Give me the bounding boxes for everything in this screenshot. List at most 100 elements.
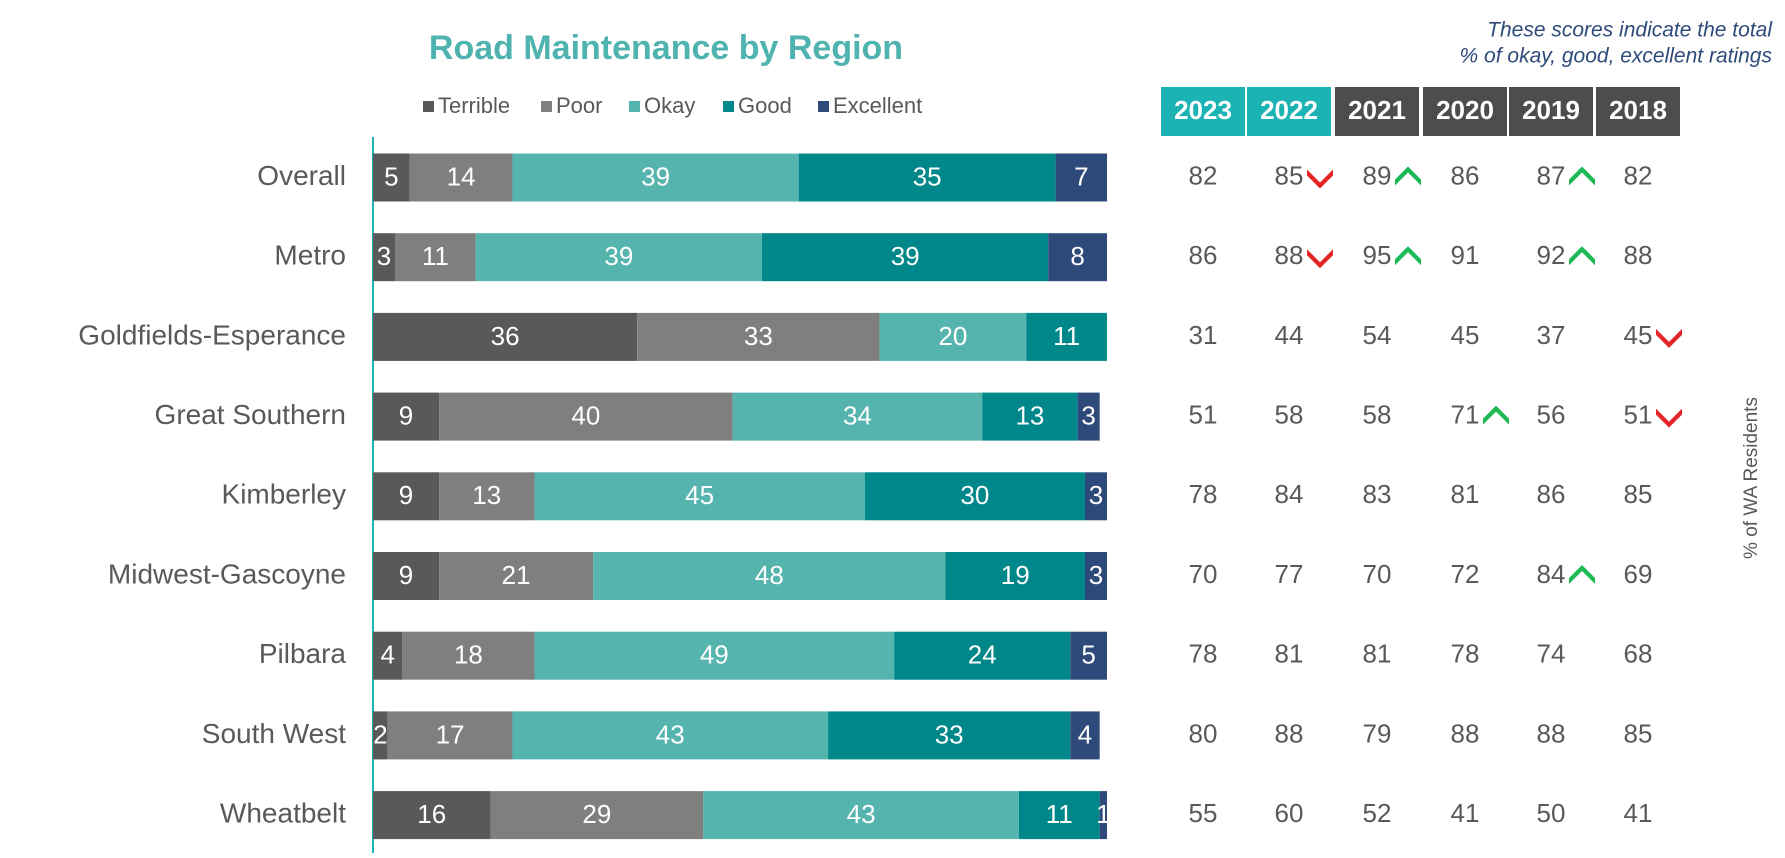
bar-segment: [945, 552, 1085, 600]
table-header: 2021: [1348, 95, 1406, 125]
bar-segment: [373, 631, 403, 680]
data-label: 8: [1070, 241, 1084, 271]
bar-segment: [798, 153, 1056, 202]
data-label: 39: [604, 241, 633, 271]
table-cell: 41: [1624, 798, 1653, 828]
bar-segment: [637, 312, 880, 361]
table-cell: 58: [1363, 399, 1392, 429]
table-cell: 85: [1624, 718, 1653, 748]
side-label: % of WA Residents: [1741, 397, 1762, 559]
table-cell: 88: [1624, 240, 1653, 270]
bar-segment: [512, 711, 829, 760]
bar-segment: [864, 472, 1085, 521]
bar-segment: [1018, 791, 1100, 840]
legend-label: Okay: [644, 93, 695, 118]
legend-label: Good: [738, 93, 792, 118]
data-label: 4: [380, 640, 394, 670]
bar-segment: [1077, 392, 1100, 441]
table-header: 2020: [1436, 95, 1494, 125]
table-cell: 86: [1451, 160, 1480, 190]
table-cell: 44: [1275, 320, 1304, 350]
data-label: 13: [472, 480, 501, 510]
table-cell: 77: [1275, 559, 1304, 589]
trend-arrow: [1307, 249, 1333, 269]
y-tick-label: Great Southern: [155, 399, 346, 430]
data-label: 3: [1089, 560, 1103, 590]
data-label: 34: [843, 400, 872, 430]
legend-label: Excellent: [833, 93, 922, 118]
bar-segment: [703, 791, 1019, 840]
data-label: 13: [1015, 400, 1044, 430]
table-cell: 86: [1537, 479, 1566, 509]
data-label: 9: [399, 400, 413, 430]
y-tick-label: Pilbara: [259, 638, 347, 669]
data-label: 14: [447, 161, 476, 191]
table-cell: 72: [1451, 559, 1480, 589]
bar-segment: [828, 711, 1071, 760]
table-cell: 51: [1624, 399, 1653, 429]
data-label: 39: [891, 241, 920, 271]
table-header-cell: [1245, 85, 1333, 138]
y-tick-label: Goldfields-Esperance: [78, 319, 346, 350]
data-label: 19: [1001, 560, 1030, 590]
legend-swatch: [629, 101, 640, 112]
y-tick-label: Metro: [274, 240, 346, 271]
bar-segment: [490, 791, 704, 840]
trend-arrow: [1395, 166, 1421, 186]
table-cell: 80: [1189, 718, 1218, 748]
trend-arrow: [1569, 565, 1595, 584]
data-label: 33: [935, 719, 964, 749]
y-tick-label: South West: [202, 718, 346, 749]
table-cell: 83: [1363, 479, 1392, 509]
table-cell: 88: [1537, 718, 1566, 748]
table-cell: 81: [1451, 479, 1480, 509]
trend-arrow: [1569, 246, 1595, 266]
table-header: 2019: [1522, 95, 1580, 125]
table-cell: 78: [1451, 639, 1480, 669]
table-cell: 82: [1624, 160, 1653, 190]
bar-segment: [894, 631, 1071, 680]
table-header-cell: [1333, 85, 1421, 138]
bar-segment: [373, 472, 440, 521]
data-label: 1: [1096, 799, 1110, 829]
bar-segment: [1026, 312, 1107, 361]
table-cell: 52: [1363, 798, 1392, 828]
bar-segment: [732, 392, 983, 441]
table-cell: 37: [1537, 320, 1566, 350]
table-cell: 86: [1189, 240, 1218, 270]
table-cell: 58: [1275, 399, 1304, 429]
data-label: 11: [1053, 321, 1080, 351]
bar-segment: [512, 153, 799, 202]
data-label: 48: [755, 560, 784, 590]
table-cell: 88: [1275, 718, 1304, 748]
data-label: 9: [399, 480, 413, 510]
data-label: 2: [373, 719, 387, 749]
table-cell: 78: [1189, 639, 1218, 669]
bar-segment: [409, 153, 513, 202]
table-cell: 45: [1624, 320, 1653, 350]
bar-segment: [373, 153, 410, 202]
table-cell: 88: [1451, 718, 1480, 748]
bar-segment: [982, 392, 1078, 441]
legend-swatch: [723, 101, 734, 112]
table-cell: 84: [1275, 479, 1304, 509]
bar-segment: [534, 631, 895, 680]
table-cell: 81: [1363, 639, 1392, 669]
table-note: % of okay, good, excellent ratings: [1460, 45, 1773, 68]
bar-segment: [1099, 791, 1107, 840]
bar-segment: [1084, 552, 1107, 600]
trend-arrow: [1569, 166, 1595, 186]
bar-segment: [373, 711, 388, 760]
data-label: 20: [938, 321, 967, 351]
data-label: 7: [1074, 161, 1088, 191]
bar-segment: [373, 392, 440, 441]
data-label: 35: [913, 161, 942, 191]
table-cell: 45: [1451, 320, 1480, 350]
table-cell: 84: [1537, 559, 1566, 589]
table-cell: 92: [1537, 240, 1566, 270]
table-cell: 87: [1537, 160, 1566, 190]
data-label: 39: [641, 161, 670, 191]
data-label: 3: [1081, 400, 1095, 430]
table-header-cell: [1594, 85, 1682, 138]
